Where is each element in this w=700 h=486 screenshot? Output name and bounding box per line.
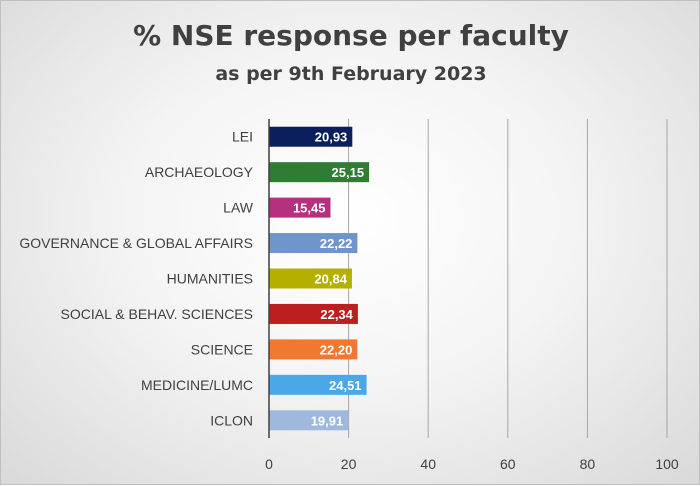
bar bbox=[269, 126, 353, 147]
bar bbox=[269, 339, 358, 360]
bar bbox=[269, 197, 331, 218]
category-label: ICLON bbox=[210, 412, 253, 428]
data-label: 24,51 bbox=[329, 378, 362, 393]
x-tick-label: 80 bbox=[580, 456, 596, 472]
x-tick-label: 60 bbox=[500, 456, 516, 472]
x-tick-label: 20 bbox=[341, 456, 357, 472]
category-label: ARCHAEOLOGY bbox=[145, 164, 254, 180]
category-label: GOVERNANCE & GLOBAL AFFAIRS bbox=[19, 235, 253, 251]
data-label: 22,22 bbox=[320, 236, 353, 251]
data-label: 25,15 bbox=[332, 165, 365, 180]
bar bbox=[269, 410, 349, 431]
x-tick-label: 0 bbox=[265, 456, 273, 472]
bar bbox=[269, 162, 370, 183]
x-tick-label: 40 bbox=[420, 456, 436, 472]
bar bbox=[269, 374, 367, 395]
chart-title: % NSE response per faculty bbox=[133, 19, 569, 52]
data-label: 15,45 bbox=[293, 201, 326, 216]
chart-subtitle: as per 9th February 2023 bbox=[215, 63, 487, 85]
bar bbox=[269, 268, 352, 289]
category-label: LEI bbox=[232, 129, 253, 145]
data-label: 22,20 bbox=[320, 342, 353, 357]
category-label: SCIENCE bbox=[191, 341, 253, 357]
bar bbox=[269, 303, 358, 324]
category-label: SOCIAL & BEHAV. SCIENCES bbox=[61, 306, 253, 322]
category-label: LAW bbox=[223, 200, 254, 216]
data-label: 20,84 bbox=[314, 272, 347, 287]
category-label: MEDICINE/LUMC bbox=[141, 377, 253, 393]
bar bbox=[269, 233, 358, 254]
data-label: 22,34 bbox=[320, 307, 353, 322]
data-label: 20,93 bbox=[315, 130, 348, 145]
x-tick-label: 100 bbox=[655, 456, 679, 472]
category-label: HUMANITIES bbox=[167, 271, 253, 287]
data-label: 19,91 bbox=[311, 413, 344, 428]
